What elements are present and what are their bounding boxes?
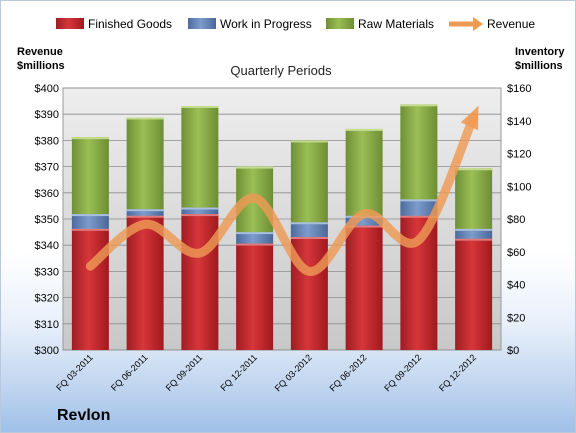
category-label: FQ 12-2012	[437, 352, 478, 393]
left-tick-label: $330	[35, 266, 59, 278]
right-tick-label: $80	[507, 214, 525, 226]
left-tick-label: $360	[35, 188, 59, 200]
bar-top-edge	[455, 228, 493, 231]
bar-top-edge	[400, 104, 438, 107]
bar-top-edge	[181, 207, 219, 210]
category-label: FQ 12-2011	[218, 352, 259, 393]
bar-top-edge	[71, 137, 109, 140]
bar-finished-goods	[71, 228, 109, 350]
bar-top-edge	[181, 106, 219, 109]
right-tick-label: $0	[507, 345, 519, 357]
bar-top-edge	[345, 225, 383, 228]
legend-swatch	[56, 18, 84, 29]
bar-finished-goods	[181, 214, 219, 350]
right-tick-label: $40	[507, 280, 525, 292]
company-name: Revlon	[57, 407, 111, 424]
bar-work-in-progress	[236, 232, 274, 244]
category-label: FQ 06-2012	[328, 352, 369, 393]
legend-item: Finished Goods	[56, 17, 172, 31]
bar-top-edge	[236, 166, 274, 169]
left-tick-label: $380	[35, 135, 59, 147]
legend-arrow-icon	[473, 17, 483, 31]
bar-top-edge	[345, 128, 383, 131]
right-axis-title-line1: Inventory	[515, 46, 565, 58]
legend-item: Raw Materials	[326, 17, 434, 31]
bar-raw-materials	[455, 168, 493, 229]
left-axis-title-line1: Revenue	[17, 46, 63, 58]
left-axis-title-line2: $millions	[17, 60, 65, 72]
bar-work-in-progress	[126, 209, 164, 216]
bar-top-edge	[400, 215, 438, 218]
bar-raw-materials	[126, 117, 164, 210]
legend-swatch	[326, 18, 354, 29]
right-tick-label: $20	[507, 312, 525, 324]
bar-top-edge	[126, 209, 164, 212]
bar-work-in-progress	[290, 222, 328, 238]
bar-finished-goods	[236, 243, 274, 350]
bar-raw-materials	[400, 104, 438, 200]
bar-top-edge	[181, 214, 219, 217]
left-tick-label: $350	[35, 214, 59, 226]
bar-top-edge	[455, 168, 493, 171]
category-label: FQ 09-2012	[382, 352, 423, 393]
legend-label: Work in Progress	[220, 17, 312, 31]
bar-top-edge	[71, 214, 109, 217]
category-label: FQ 03-2011	[54, 352, 95, 393]
bar-work-in-progress	[181, 207, 219, 215]
bar-top-edge	[71, 228, 109, 231]
left-tick-label: $340	[35, 240, 59, 252]
bar-work-in-progress	[345, 215, 383, 226]
chart-subtitle: Quarterly Periods	[230, 63, 332, 78]
bar-top-edge	[236, 232, 274, 235]
bar-top-edge	[290, 237, 328, 240]
bar-top-edge	[126, 215, 164, 218]
left-tick-label: $300	[35, 345, 59, 357]
bar-raw-materials	[290, 140, 328, 223]
category-label: FQ 06-2011	[109, 352, 150, 393]
bar-raw-materials	[71, 137, 109, 215]
right-tick-label: $120	[507, 149, 531, 161]
legend-item: Revenue	[449, 17, 535, 31]
bar-top-edge	[290, 140, 328, 143]
bar-raw-materials	[345, 128, 383, 216]
bar-finished-goods	[455, 238, 493, 350]
legend-label: Finished Goods	[88, 17, 172, 31]
legend-label: Raw Materials	[358, 17, 434, 31]
legend-item: Work in Progress	[188, 17, 312, 31]
right-axis-title-line2: $millions	[515, 60, 563, 72]
bar-top-edge	[236, 243, 274, 246]
left-tick-label: $320	[35, 293, 59, 305]
right-tick-label: $140	[507, 116, 531, 128]
right-tick-label: $60	[507, 247, 525, 259]
bar-work-in-progress	[71, 214, 109, 229]
bar-top-edge	[455, 238, 493, 241]
bar-work-in-progress	[455, 228, 493, 239]
bar-finished-goods	[345, 225, 383, 350]
bar-finished-goods	[126, 215, 164, 350]
category-label: FQ 09-2011	[164, 352, 205, 393]
legend-label: Revenue	[487, 17, 535, 31]
left-tick-label: $390	[35, 109, 59, 121]
bar-top-edge	[126, 117, 164, 120]
left-tick-label: $370	[35, 162, 59, 174]
left-tick-label: $400	[35, 83, 59, 95]
right-axis-title: Inventory $millions	[515, 45, 565, 73]
right-tick-label: $100	[507, 181, 531, 193]
revenue-arrowhead	[460, 105, 479, 131]
bar-raw-materials	[181, 106, 219, 208]
bar-top-edge	[290, 222, 328, 225]
category-label: FQ 03-2012	[273, 352, 314, 393]
revenue-line	[85, 112, 479, 276]
legend-swatch	[188, 18, 216, 29]
right-tick-label: $160	[507, 83, 531, 95]
bar-work-in-progress	[400, 199, 438, 216]
left-axis-title: Revenue $millions	[17, 45, 65, 73]
left-tick-label: $310	[35, 319, 59, 331]
bar-top-edge	[400, 199, 438, 202]
